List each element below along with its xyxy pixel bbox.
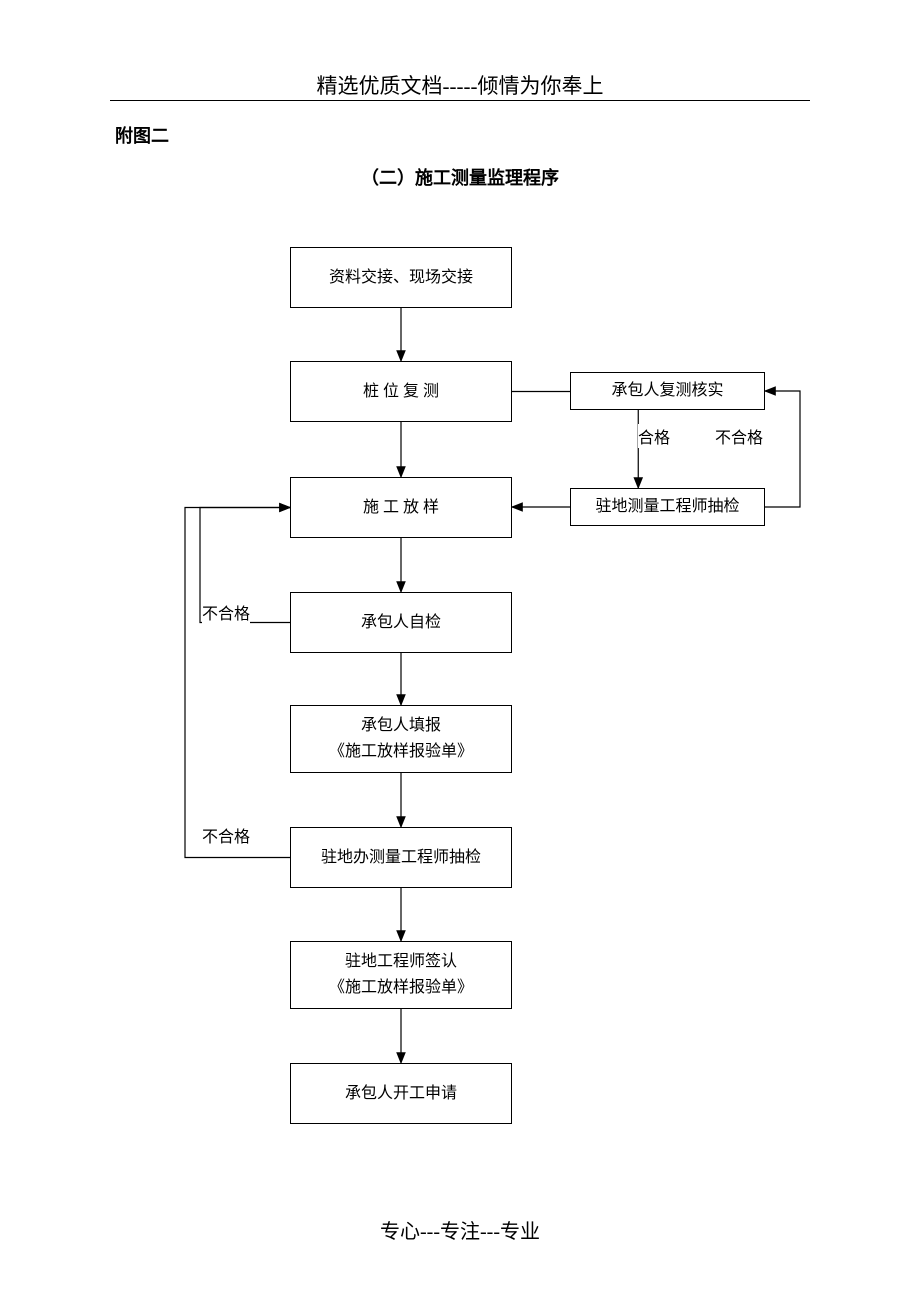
- flow-node-label: 桩 位 复 测: [357, 377, 445, 407]
- flow-node-n6: 承包人自检: [290, 592, 512, 653]
- flow-node-label: 驻地测量工程师抽检: [589, 492, 745, 522]
- edge-label: 不合格: [715, 424, 763, 448]
- flowchart-container: 资料交接、现场交接桩 位 复 测 承包人复测核实施 工 放 样 驻地测量工程师抽检承…: [0, 0, 920, 1302]
- flow-node-label: 资料交接、现场交接: [323, 263, 479, 293]
- edge-label: 不合格: [202, 823, 250, 847]
- flow-node-n2: 桩 位 复 测: [290, 361, 512, 422]
- flow-node-n9: 驻地工程师签认 《施工放样报验单》: [290, 941, 512, 1009]
- flow-node-label: 驻地办测量工程师抽检: [315, 843, 487, 873]
- flow-node-label: 承包人开工申请: [339, 1079, 463, 1109]
- flow-node-n7: 承包人填报 《施工放样报验单》: [290, 705, 512, 773]
- flow-node-label: 承包人自检: [355, 608, 447, 638]
- edge-label: 合格: [638, 424, 670, 448]
- flow-node-n4: 施 工 放 样: [290, 477, 512, 538]
- flow-node-label: 承包人填报 《施工放样报验单》: [323, 711, 479, 766]
- flow-node-label: 驻地工程师签认 《施工放样报验单》: [323, 947, 479, 1002]
- flow-node-label: 承包人复测核实: [605, 376, 729, 406]
- flow-node-n1: 资料交接、现场交接: [290, 247, 512, 308]
- edge-label: 不合格: [202, 600, 250, 624]
- flow-node-n10: 承包人开工申请: [290, 1063, 512, 1124]
- flow-node-n3: 承包人复测核实: [570, 372, 765, 410]
- flow-node-label: 施 工 放 样: [357, 493, 445, 523]
- flow-node-n5: 驻地测量工程师抽检: [570, 488, 765, 526]
- flow-node-n8: 驻地办测量工程师抽检: [290, 827, 512, 888]
